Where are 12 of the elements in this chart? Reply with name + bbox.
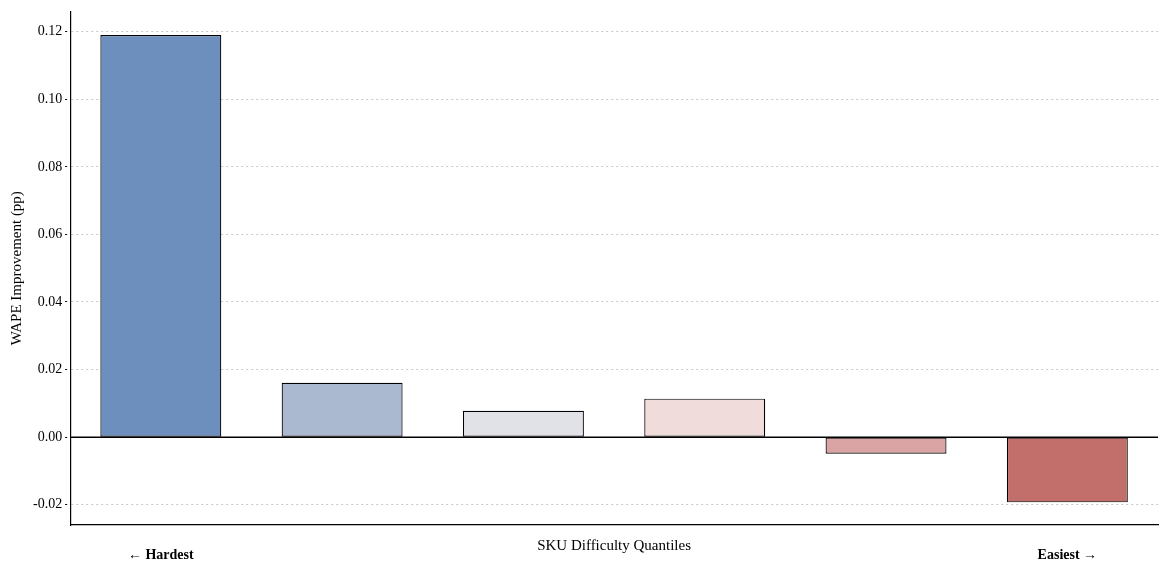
x-axis-title: SKU Difficulty Quantiles [537,536,692,553]
y-tick-label: 0.02 [37,361,63,377]
text: Easiest → [1037,546,1098,562]
y-axis-title: WAPE Improvement (pp) [7,191,25,346]
y-tick-label: 0.12 [37,23,63,39]
text: ← Hardest [127,546,195,562]
y-tick-label: 0.06 [37,226,63,242]
y-tick-label: -0.02 [32,496,63,512]
y-tick-label: 0.04 [37,293,63,309]
y-tick-label: 0.08 [37,158,63,174]
y-tick-label: 0.10 [37,90,63,106]
y-tick-label: 0.00 [37,428,63,444]
